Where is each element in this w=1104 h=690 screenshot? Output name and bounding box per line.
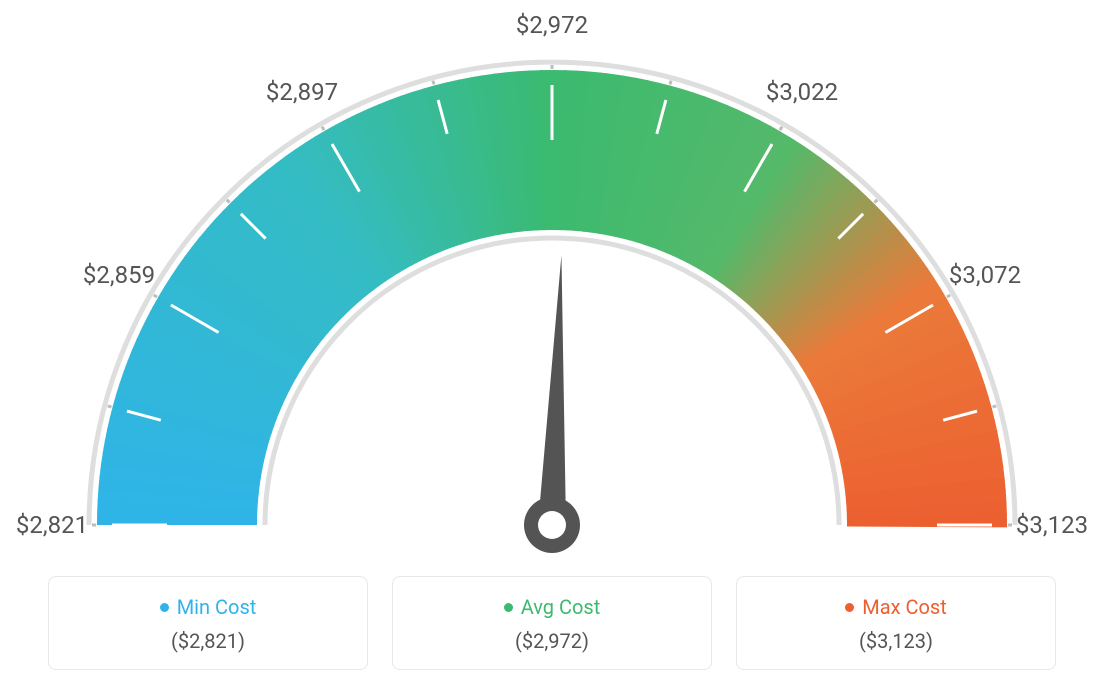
legend-row: Min Cost ($2,821) Avg Cost ($2,972) Max Cost…	[0, 576, 1104, 670]
gauge-tick-label: $3,022	[766, 78, 838, 106]
legend-value-max: ($3,123)	[859, 629, 933, 653]
legend-dot-min	[160, 603, 169, 612]
legend-title-row: Min Cost	[160, 595, 257, 619]
gauge-area: $2,821 $2,859 $2,897 $2,972 $3,022 $3,072 $3,1…	[0, 0, 1104, 560]
legend-title-min: Min Cost	[177, 595, 257, 619]
chart-container: $2,821 $2,859 $2,897 $2,972 $3,022 $3,072 $3,1…	[0, 0, 1104, 690]
gauge-tick-label: $3,072	[949, 261, 1021, 289]
gauge-tick-label: $3,123	[1016, 511, 1088, 539]
legend-dot-max	[845, 603, 854, 612]
gauge-tick-label: $2,897	[266, 78, 338, 106]
gauge-tick-label: $2,859	[83, 261, 155, 289]
gauge-tick-label: $2,972	[516, 11, 588, 39]
legend-card-min: Min Cost ($2,821)	[48, 576, 368, 670]
legend-value-min: ($2,821)	[171, 629, 245, 653]
legend-card-avg: Avg Cost ($2,972)	[392, 576, 712, 670]
legend-dot-avg	[504, 603, 513, 612]
legend-value-avg: ($2,972)	[515, 629, 589, 653]
legend-title-row: Max Cost	[845, 595, 947, 619]
legend-title-row: Avg Cost	[504, 595, 601, 619]
legend-title-avg: Avg Cost	[521, 595, 601, 619]
gauge-tick-label: $2,821	[16, 511, 88, 539]
legend-title-max: Max Cost	[862, 595, 947, 619]
legend-card-max: Max Cost ($3,123)	[736, 576, 1056, 670]
gauge-svg	[0, 0, 1104, 560]
